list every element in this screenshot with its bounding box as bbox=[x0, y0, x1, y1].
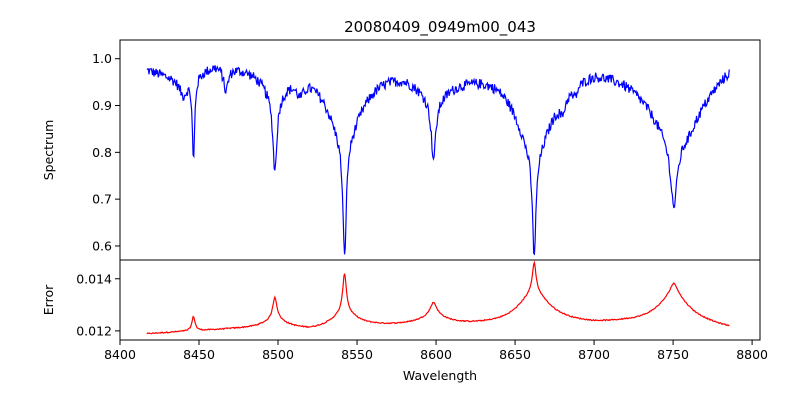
x-tick-label: 8550 bbox=[341, 347, 373, 362]
y-tick-label: 0.8 bbox=[92, 145, 112, 160]
spectrum-axes-frame bbox=[119, 39, 761, 261]
spectrum-y-label: Spectrum bbox=[41, 120, 56, 181]
x-tick-label: 8800 bbox=[736, 347, 768, 362]
x-tick-label: 8600 bbox=[420, 347, 452, 362]
y-tick-label: 0.014 bbox=[76, 271, 112, 286]
error-y-ticks: 0.012 0.014 bbox=[76, 271, 120, 338]
y-tick-label: 0.6 bbox=[92, 238, 112, 253]
y-tick-label: 0.9 bbox=[92, 98, 112, 113]
spectrum-y-ticks: 0.6 0.7 0.8 0.9 1.0 bbox=[92, 51, 120, 253]
error-y-label: Error bbox=[41, 284, 56, 315]
y-tick-label: 0.012 bbox=[76, 323, 112, 338]
x-tick-label: 8700 bbox=[578, 347, 610, 362]
x-axis-ticks: 8400 8450 8500 8550 8600 8650 8700 8750 8800 bbox=[104, 340, 768, 362]
error-axes-frame bbox=[119, 259, 761, 341]
x-tick-label: 8500 bbox=[262, 347, 294, 362]
spectrum-series-line bbox=[146, 65, 730, 256]
spectrum-panel: 0.6 0.7 0.8 0.9 1.0 Spectrum bbox=[41, 39, 761, 261]
x-tick-label: 8400 bbox=[104, 347, 136, 362]
y-tick-label: 0.7 bbox=[92, 192, 112, 207]
chart-title: 20080409_0949m00_043 bbox=[344, 18, 536, 37]
x-tick-label: 8750 bbox=[657, 347, 689, 362]
x-axis-label: Wavelength bbox=[403, 368, 477, 383]
x-tick-label: 8450 bbox=[183, 347, 215, 362]
y-tick-label: 1.0 bbox=[92, 51, 112, 66]
error-panel: 0.012 0.014 Error bbox=[41, 259, 761, 341]
x-tick-label: 8650 bbox=[499, 347, 531, 362]
error-series-line bbox=[146, 260, 730, 335]
